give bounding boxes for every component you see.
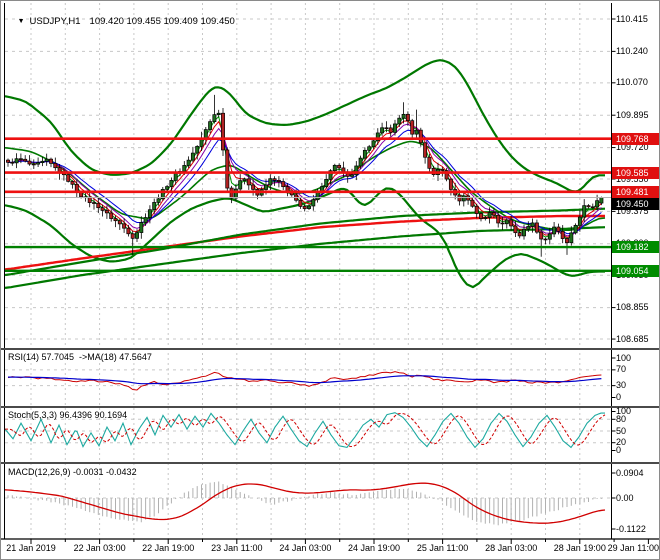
stoch-tick-label: 20	[616, 437, 627, 448]
stoch-tick-label: 0	[616, 445, 622, 455]
stoch-signal-line[interactable]	[5, 412, 606, 448]
collapse-triangle-icon[interactable]: ▼	[17, 18, 25, 25]
fast-ma-purple[interactable]	[7, 123, 602, 237]
chart-title: ▼ USDJPY,H1 109.420 109.455 109.409 109.45…	[7, 5, 235, 38]
stoch-layer[interactable]	[5, 412, 606, 449]
price-level-badge: 109.054	[612, 264, 659, 277]
rsi-layer[interactable]	[7, 371, 602, 391]
panel-separator[interactable]	[1, 405, 659, 408]
time-label: 22 Jan 03:00	[73, 543, 126, 553]
stoch-tick-label: 50	[616, 425, 627, 436]
price-level-badge: 109.182	[612, 241, 659, 254]
candles-layer[interactable]	[6, 94, 604, 257]
time-label: 23 Jan 11:00	[211, 543, 263, 553]
macd-tick-label: 0.00	[616, 492, 634, 503]
price-tick-label: 110.070	[616, 77, 648, 88]
time-label: 25 Jan 11:00	[416, 543, 469, 553]
fast-ma-blue[interactable]	[7, 129, 602, 235]
time-label: 24 Jan 03:00	[279, 543, 332, 553]
current-price-badge: 109.450	[612, 197, 659, 210]
time-label: 24 Jan 19:00	[347, 543, 401, 553]
price-tick-label: 109.895	[616, 109, 649, 120]
price-tick-label: 110.240	[616, 45, 648, 56]
stoch-indicator-label: Stoch(5,3,3) 96.4396 90.1694	[8, 410, 128, 420]
time-label: 28 Jan 03:00	[485, 543, 538, 553]
stoch-tick-label: 100	[616, 406, 632, 416]
price-tick-label: 108.685	[616, 333, 649, 344]
panel-separator[interactable]	[1, 462, 659, 464]
rsi-line[interactable]	[7, 371, 602, 391]
rsi-indicator-label: RSI(14) 57.7045 ->MA(18) 47.5647	[8, 352, 152, 362]
stoch-main-line[interactable]	[5, 412, 605, 449]
rsi-tick-label: 70	[616, 364, 627, 375]
price-level-badge: 109.585	[612, 166, 659, 179]
ohlc-values: 109.420 109.455 109.409 109.450	[89, 16, 235, 27]
price-tick-label: 108.855	[616, 302, 649, 313]
rsi-tick-label: 100	[616, 352, 632, 363]
price-tick-label: 109.375	[616, 205, 649, 216]
time-label: 21 Jan 2019	[6, 543, 56, 553]
macd-signal-line[interactable]	[5, 482, 606, 524]
rsi-ma-line[interactable]	[8, 375, 602, 385]
price-tick-label: 110.415	[616, 13, 648, 24]
macd-layer[interactable]	[5, 481, 606, 526]
main-chart-layer[interactable]	[5, 59, 611, 289]
panel-separator[interactable]	[1, 348, 659, 350]
rsi-tick-label: 0	[616, 392, 622, 402]
time-label: 22 Jan 19:00	[142, 543, 195, 553]
time-label: 28 Jan 19:00	[553, 543, 606, 553]
price-tick-label: 109.720	[616, 142, 649, 153]
symbol-period-label: USDJPY,H1	[29, 16, 81, 27]
price-level-badge: 109.481	[612, 185, 659, 198]
stoch-tick-label: 80	[616, 413, 627, 424]
macd-tick-label: -0.1122	[616, 523, 646, 534]
macd-indicator-label: MACD(12,26,9) -0.0031 -0.0432	[8, 467, 137, 477]
price-level-badge: 109.768	[612, 132, 659, 145]
macd-tick-label: 0.0904	[616, 467, 644, 478]
time-label: 29 Jan 11:00	[607, 543, 659, 553]
rsi-tick-label: 30	[616, 380, 627, 391]
